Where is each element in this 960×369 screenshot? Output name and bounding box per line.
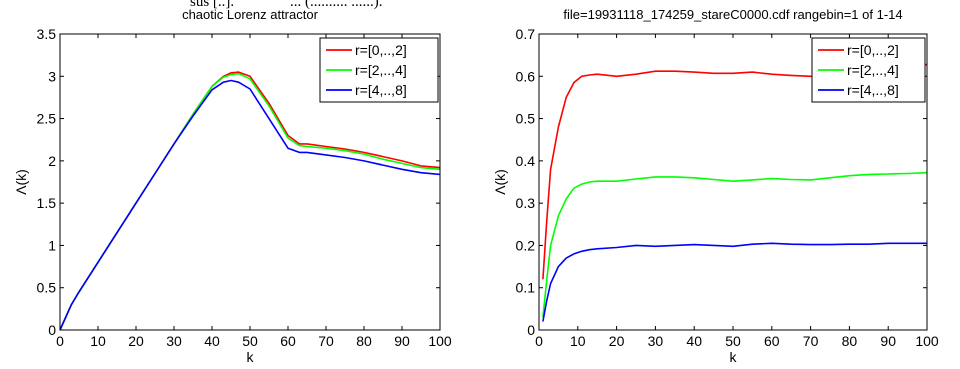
y-axis-label: Λ(k) xyxy=(13,169,29,195)
x-tick-label: 80 xyxy=(356,333,372,349)
y-tick-label: 0.5 xyxy=(516,111,536,127)
y-tick-label: 0 xyxy=(48,322,56,338)
y-tick-label: 0.6 xyxy=(516,68,536,84)
legend-label-2: r=[2,..,4] xyxy=(847,62,899,78)
x-tick-label: 50 xyxy=(725,333,741,349)
x-axis-label: k xyxy=(247,349,255,365)
legend: r=[0,..,2] r=[2,..,4] r=[4,..,8] xyxy=(319,37,439,103)
y-tick-label: 0.5 xyxy=(37,280,57,296)
y-tick-label: 3.5 xyxy=(37,26,57,42)
x-tick-label: 80 xyxy=(842,333,858,349)
x-tick-label: 50 xyxy=(242,333,258,349)
x-tick-label: 20 xyxy=(609,333,625,349)
x-tick-label: 30 xyxy=(166,333,182,349)
y-tick-label: 1.5 xyxy=(37,195,57,211)
legend: r=[0,..,2] r=[2,..,4] r=[4,..,8] xyxy=(811,37,926,103)
series-line-2 xyxy=(59,72,441,331)
x-tick-label: 40 xyxy=(204,333,220,349)
series-line-2 xyxy=(542,171,928,318)
x-tick-label: 70 xyxy=(803,333,819,349)
caption-right-fragment: ... (.......... ......). xyxy=(290,0,383,10)
legend-label-1: r=[0,..,2] xyxy=(355,42,407,58)
y-tick-label: 3 xyxy=(48,68,56,84)
legend-label-3: r=[4,..,8] xyxy=(847,82,899,98)
y-tick-label: 0.4 xyxy=(516,153,536,169)
x-tick-label: 30 xyxy=(648,333,664,349)
series-line-1 xyxy=(59,71,441,331)
y-tick-label: 2.5 xyxy=(37,111,57,127)
y-axis-label: Λ(k) xyxy=(492,169,508,195)
y-tick-label: 0.1 xyxy=(516,280,536,296)
series-line-3 xyxy=(542,242,927,322)
y-tick-label: 0.2 xyxy=(516,237,536,253)
legend-label-1: r=[0,..,2] xyxy=(847,42,899,58)
x-tick-label: 90 xyxy=(880,333,896,349)
y-tick-label: 0.7 xyxy=(516,26,536,42)
x-tick-label: 0 xyxy=(535,333,543,349)
x-tick-label: 60 xyxy=(764,333,780,349)
x-tick-label: 90 xyxy=(394,333,410,349)
x-tick-label: 10 xyxy=(570,333,586,349)
x-tick-label: 100 xyxy=(428,333,452,349)
x-axis-label: k xyxy=(730,349,738,365)
x-tick-label: 70 xyxy=(318,333,334,349)
right-plot-stare: file=19931118_174259_stareC0000.cdf rang… xyxy=(492,7,939,365)
y-tick-label: 1 xyxy=(48,237,56,253)
series-line-3 xyxy=(59,79,441,331)
chart-title: chaotic Lorenz attractor xyxy=(182,7,319,22)
legend-label-2: r=[2,..,4] xyxy=(355,62,407,78)
x-tick-label: 40 xyxy=(686,333,702,349)
x-tick-label: 20 xyxy=(128,333,144,349)
x-tick-label: 100 xyxy=(915,333,939,349)
caption-left-fragment: sus [..]. xyxy=(190,0,235,10)
x-tick-label: 0 xyxy=(56,333,64,349)
y-tick-label: 2 xyxy=(48,153,56,169)
y-tick-label: 0 xyxy=(527,322,535,338)
x-tick-label: 10 xyxy=(90,333,106,349)
y-tick-label: 0.3 xyxy=(516,195,536,211)
cropped-caption-line: sus [..]. ... (.......... ......). xyxy=(0,0,960,10)
chart-title: file=19931118_174259_stareC0000.cdf rang… xyxy=(563,7,902,22)
x-tick-label: 60 xyxy=(280,333,296,349)
legend-label-3: r=[4,..,8] xyxy=(355,82,407,98)
